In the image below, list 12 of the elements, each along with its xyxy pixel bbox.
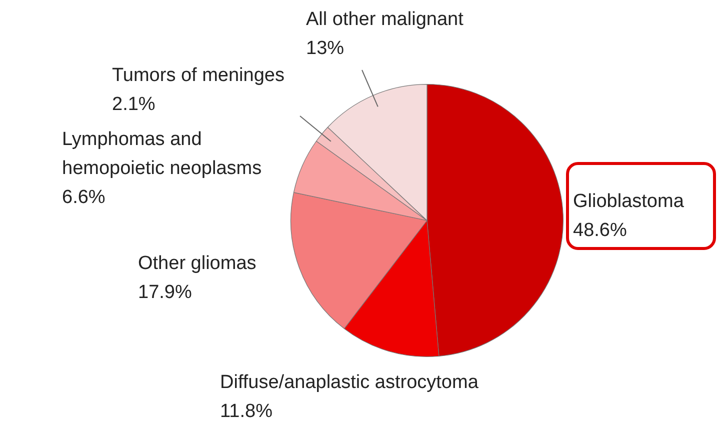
data-label: 2.1% [112,94,156,116]
data-label: 17.9% [138,282,192,304]
slice-label: Glioblastoma [573,191,684,212]
data-label: 48.6% [573,220,627,242]
slice-label: All other malignant [306,9,464,30]
slice-label: Tumors of meninges [112,65,284,86]
slice-label: Diffuse/anaplastic astrocytoma [220,372,479,394]
slice-label: Lymphomas and hemopoietic neoplasms [62,129,262,180]
data-label: 13% [306,38,344,60]
slice-label: Other gliomas [138,253,256,274]
data-label: 6.6% [62,187,106,208]
data-label: 11.8% [220,401,273,421]
